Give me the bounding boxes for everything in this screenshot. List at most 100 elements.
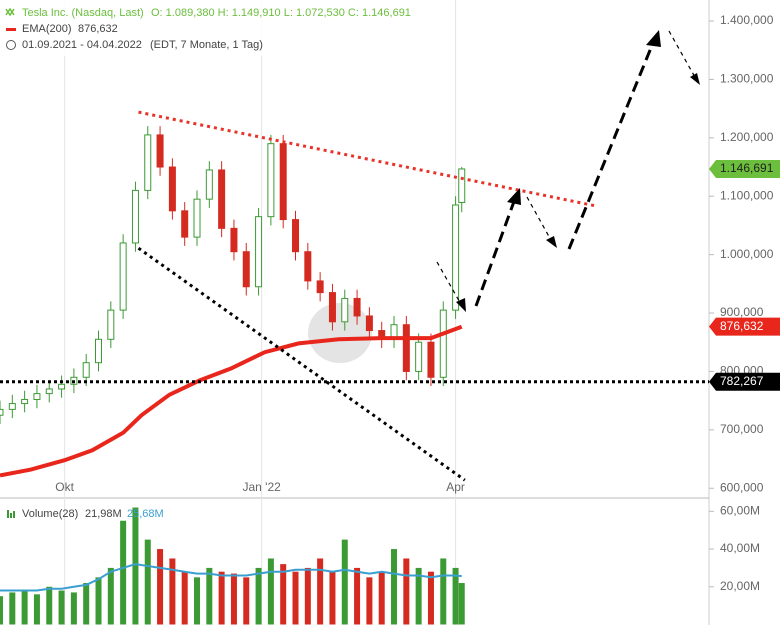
volume-bar bbox=[329, 571, 336, 625]
volume-bar bbox=[458, 583, 465, 625]
volume-bar bbox=[46, 586, 53, 625]
candle-body bbox=[316, 280, 324, 294]
candle-body bbox=[45, 388, 53, 395]
arrow bbox=[474, 195, 518, 307]
candle-body bbox=[82, 362, 90, 378]
volume-bar bbox=[440, 558, 447, 625]
candle-body bbox=[242, 251, 250, 288]
volume-bar bbox=[391, 549, 398, 625]
candle-body bbox=[168, 166, 176, 212]
price-tag-label: 782,267 bbox=[720, 374, 764, 388]
y-tick-label: 1.100,000 bbox=[720, 188, 774, 202]
price-tag bbox=[709, 372, 780, 391]
candle-body bbox=[193, 198, 201, 238]
header-quote: O: 1.089,380 H: 1.149,910 L: 1.072,530 C… bbox=[151, 7, 411, 19]
y-tick-label: 1.200,000 bbox=[720, 130, 774, 144]
volume-bar bbox=[144, 539, 151, 625]
y-tick-label: 1.300,000 bbox=[720, 72, 774, 86]
arrowhead bbox=[646, 30, 661, 47]
volume-bar bbox=[58, 590, 65, 625]
ema-line bbox=[0, 324, 463, 478]
header-bg bbox=[0, 0, 440, 56]
volume-bar bbox=[120, 520, 127, 625]
candle-body bbox=[341, 297, 349, 323]
volume-bar bbox=[280, 564, 287, 625]
candle-body bbox=[58, 383, 66, 390]
period: 01.09.2021 - 04.04.2022 bbox=[22, 39, 142, 51]
volume-bar bbox=[366, 577, 373, 625]
volume-bar bbox=[70, 592, 77, 625]
candle-body bbox=[218, 169, 226, 229]
volume-bar bbox=[194, 577, 201, 625]
volume-value: 21,98M bbox=[85, 508, 122, 520]
volume-bar bbox=[304, 567, 311, 625]
price-tag bbox=[709, 317, 780, 336]
volume-bar bbox=[292, 571, 299, 625]
volume-bar bbox=[255, 567, 262, 625]
volume-avg-line bbox=[0, 563, 462, 592]
candle-body bbox=[304, 251, 312, 282]
candle-body bbox=[267, 143, 275, 218]
arrowhead bbox=[690, 73, 700, 85]
x-tick-label: Jan '22 bbox=[242, 480, 281, 494]
trendline bbox=[138, 110, 598, 208]
volume-bar bbox=[95, 577, 102, 625]
volume-bar bbox=[0, 596, 3, 625]
x-tick-label: Okt bbox=[55, 480, 74, 494]
candle-body bbox=[156, 134, 164, 168]
volume-bar bbox=[83, 583, 90, 625]
candle-body bbox=[21, 398, 29, 405]
x-tick-label: Apr bbox=[446, 480, 465, 494]
volume-bar bbox=[243, 577, 250, 625]
candle-body bbox=[402, 324, 410, 372]
candle-body bbox=[328, 292, 336, 323]
volume-bar bbox=[341, 539, 348, 625]
arrow bbox=[436, 261, 463, 307]
candle-body bbox=[8, 403, 16, 410]
volume-bar bbox=[21, 590, 28, 625]
candle-body bbox=[0, 408, 4, 416]
candle-body bbox=[439, 309, 447, 378]
y-tick-label: 900,000 bbox=[720, 305, 764, 319]
thin-arrows bbox=[436, 30, 697, 307]
volume-bar bbox=[206, 567, 213, 625]
candle-body bbox=[95, 338, 103, 364]
arrow bbox=[567, 37, 657, 250]
candle-body bbox=[365, 315, 373, 332]
volume-bar bbox=[157, 549, 164, 625]
icon-bar bbox=[7, 510, 9, 518]
volume-bar bbox=[132, 507, 139, 625]
arrow bbox=[526, 196, 553, 243]
volume-bar bbox=[9, 592, 16, 625]
legend-ema: EMA(200) bbox=[22, 23, 72, 35]
y-tick-label: 600,000 bbox=[720, 480, 764, 494]
period-note: (EDT, 7 Monate, 1 Tag) bbox=[150, 39, 263, 51]
y-tick-label: 1.000,000 bbox=[720, 247, 774, 261]
candle-body bbox=[353, 297, 361, 317]
candle-body bbox=[452, 204, 460, 311]
volume-bar bbox=[452, 567, 459, 625]
candle-body bbox=[458, 168, 466, 203]
y-tick-label: 700,000 bbox=[720, 422, 764, 436]
volume-bar bbox=[267, 558, 274, 625]
volume-bar bbox=[317, 558, 324, 625]
candle-body bbox=[427, 341, 435, 378]
volume-bar bbox=[169, 558, 176, 625]
y-tick-label: 60,00M bbox=[720, 503, 760, 517]
icon-bar bbox=[13, 511, 15, 518]
candle-body bbox=[205, 169, 213, 200]
volume-bar bbox=[230, 573, 237, 625]
candle-body bbox=[230, 227, 238, 253]
volume-avg: 25,68M bbox=[127, 508, 164, 520]
volume-bar bbox=[378, 571, 385, 625]
candle-body bbox=[107, 309, 115, 340]
y-tick-label: 1.400,000 bbox=[720, 13, 774, 27]
volume-bar bbox=[218, 571, 225, 625]
arrows bbox=[474, 37, 657, 307]
clock-icon bbox=[6, 40, 16, 50]
arrow bbox=[668, 30, 697, 80]
candle-body bbox=[131, 189, 139, 244]
